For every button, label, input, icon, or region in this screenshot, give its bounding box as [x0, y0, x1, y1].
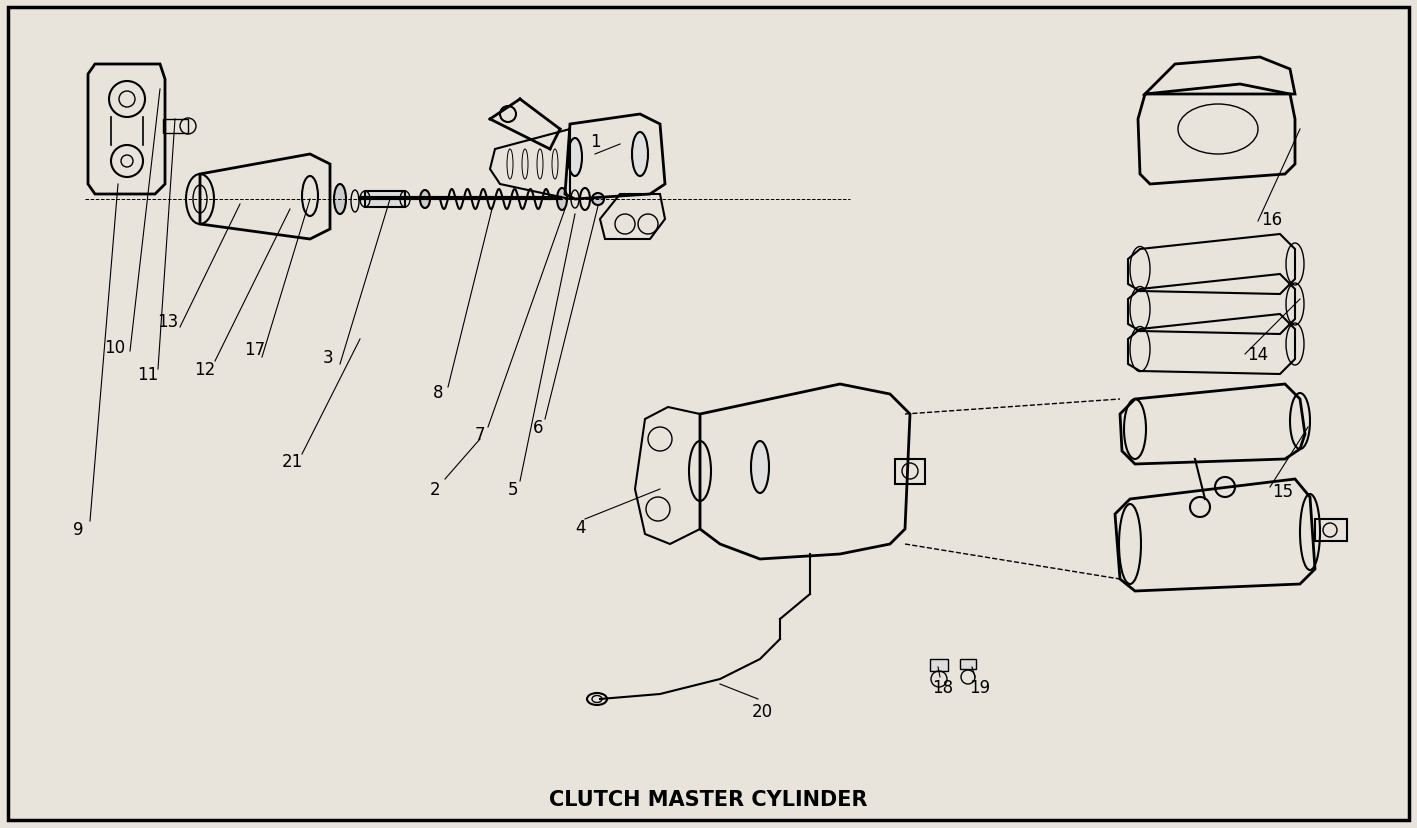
Text: 4: 4 [575, 518, 585, 537]
Bar [1315, 519, 1348, 542]
Ellipse shape [334, 185, 346, 214]
Text: 18: 18 [932, 678, 954, 696]
Bar [896, 460, 925, 484]
Text: 15: 15 [1272, 483, 1294, 500]
Text: 7: 7 [475, 426, 485, 444]
Bar [930, 659, 948, 672]
Text: 20: 20 [751, 702, 772, 720]
Ellipse shape [419, 190, 429, 209]
Text: 8: 8 [432, 383, 444, 402]
Text: 9: 9 [72, 520, 84, 538]
Circle shape [592, 194, 604, 205]
Text: 2: 2 [429, 480, 441, 498]
Text: 1: 1 [589, 132, 601, 151]
Text: 12: 12 [194, 360, 215, 378]
Text: 10: 10 [105, 339, 126, 357]
Text: 14: 14 [1247, 345, 1268, 363]
Text: 11: 11 [137, 365, 159, 383]
Bar [366, 192, 405, 208]
Ellipse shape [751, 441, 769, 493]
Ellipse shape [632, 132, 648, 177]
Bar [163, 120, 188, 134]
Text: 3: 3 [323, 349, 333, 367]
Bar [959, 659, 976, 669]
Text: 6: 6 [533, 418, 543, 436]
Ellipse shape [568, 139, 582, 177]
Text: 21: 21 [282, 452, 303, 470]
Text: 16: 16 [1261, 211, 1282, 229]
Text: 13: 13 [157, 313, 179, 330]
Text: 19: 19 [969, 678, 990, 696]
Text: 17: 17 [245, 340, 265, 359]
Text: 5: 5 [507, 480, 519, 498]
Text: CLUTCH MASTER CYLINDER: CLUTCH MASTER CYLINDER [548, 789, 867, 809]
Ellipse shape [557, 189, 567, 211]
